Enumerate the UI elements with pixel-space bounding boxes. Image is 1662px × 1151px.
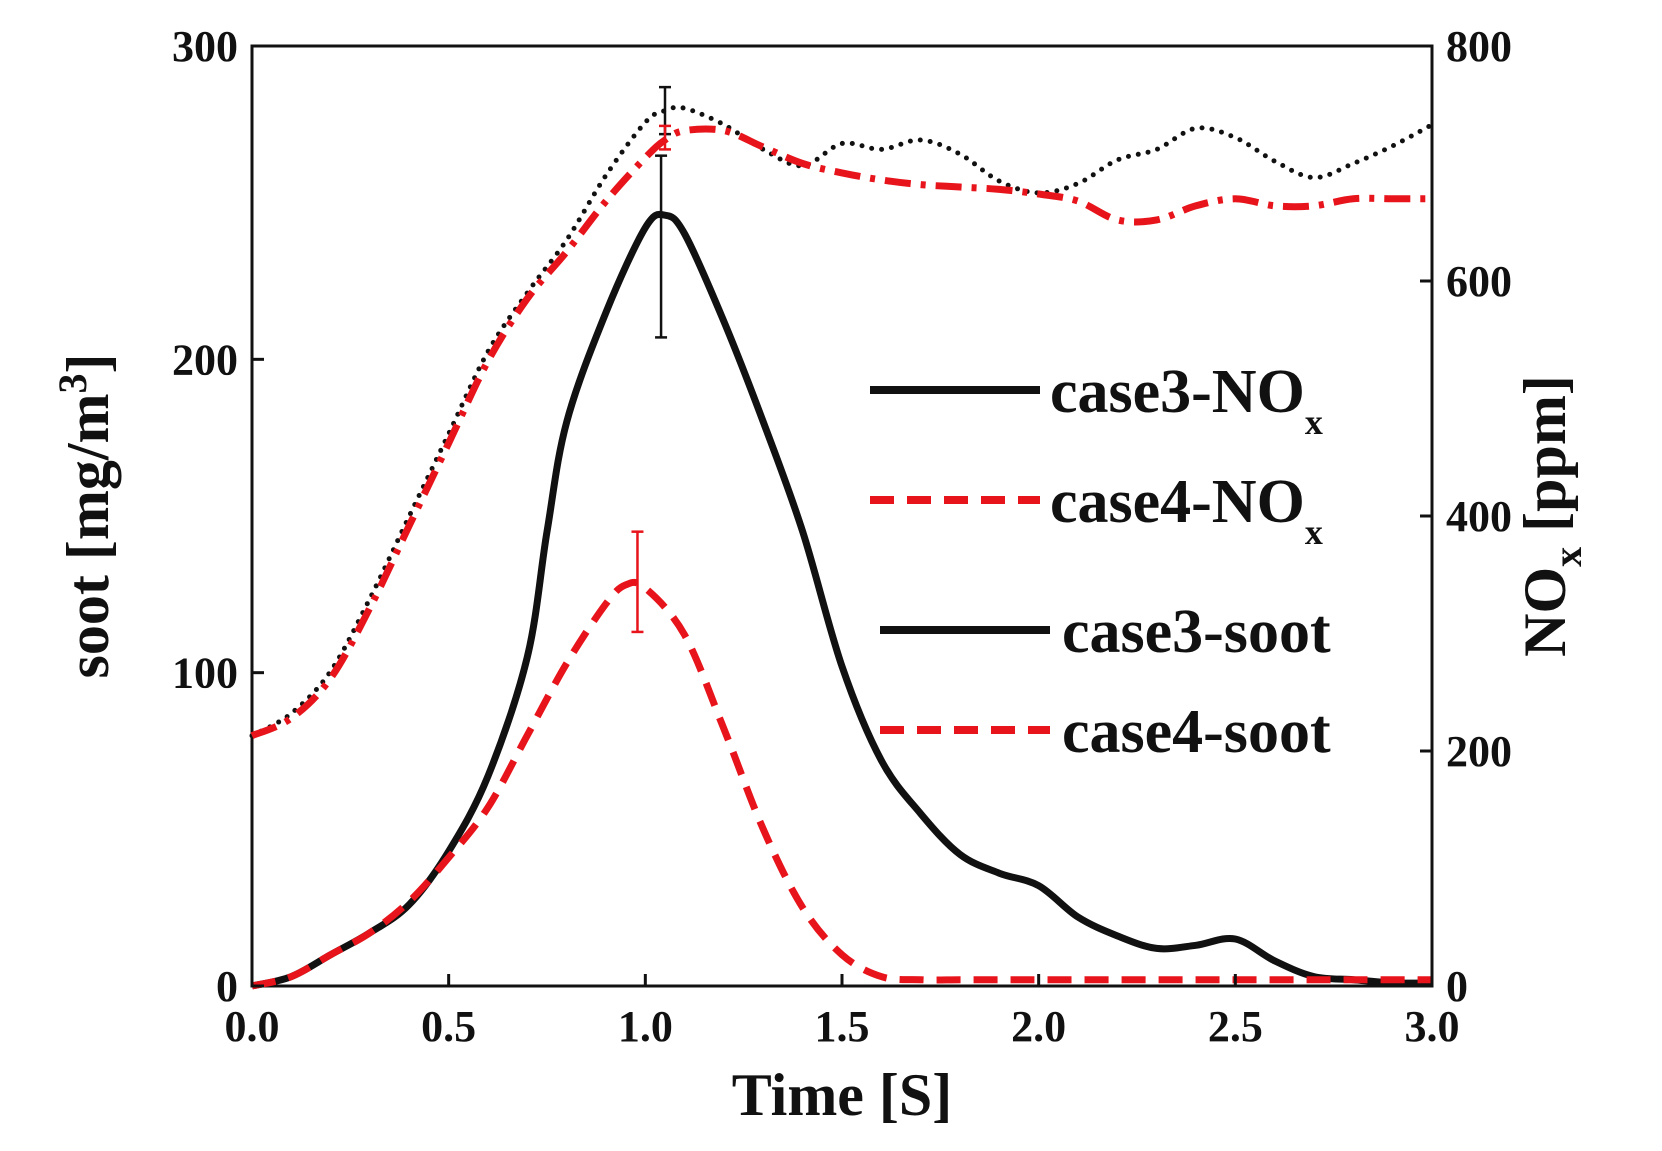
- y-right-axis-title: NOx [ppm]: [1512, 375, 1590, 657]
- legend-item: case4-soot: [880, 698, 1331, 766]
- y-left-tick-label: 0: [216, 962, 238, 1011]
- legend-label-sub: x: [1305, 402, 1323, 442]
- legend-label-base: case3-NO: [1050, 358, 1305, 426]
- y-left-axis-title: soot [mg/m3]: [50, 354, 121, 679]
- error-bar-case3-soot: [655, 154, 668, 339]
- y-right-tick-label: 600: [1446, 257, 1512, 306]
- series-case4-soot-line: [251, 578, 1432, 990]
- error-bar-case4-nox: [659, 124, 671, 151]
- legend-label: case3-NOx: [1050, 358, 1323, 442]
- legend-label: case4-NOx: [1050, 468, 1323, 552]
- series-case4-nox-line: [250, 125, 1432, 739]
- y-right-tick-label: 400: [1446, 492, 1512, 541]
- y-right-tick-label: 800: [1446, 22, 1512, 71]
- axis-ticks-layer: [250, 44, 1434, 988]
- legend-label-sub: x: [1305, 512, 1323, 552]
- error-bar-layer: [631, 85, 671, 634]
- legend-label-base: case3-soot: [1062, 598, 1331, 666]
- x-tick-label: 2.5: [1208, 1002, 1263, 1051]
- legend-item: case3-soot: [880, 598, 1331, 666]
- tick-labels-layer: 0.0 0.5 1.0 1.5 2.0 2.5 3.00100200300020040060…: [172, 22, 1512, 1051]
- error-bar-case4-soot: [631, 530, 644, 634]
- x-tick-label: 0.5: [421, 1002, 476, 1051]
- y-left-title-base: soot [mg/m: [55, 394, 121, 679]
- series-layer: [249, 104, 1435, 990]
- legend-label-base: case4-soot: [1062, 698, 1331, 766]
- legend-item: case4-NOx: [870, 468, 1323, 552]
- x-axis-title: Time [S]: [732, 1062, 953, 1128]
- x-tick-label: 0.0: [225, 1002, 280, 1051]
- y-left-tick-label: 200: [172, 335, 238, 384]
- series-case3-soot-line: [251, 210, 1433, 990]
- y-left-title-sup: 3: [50, 374, 95, 394]
- y-right-title-tail: [ppm]: [1512, 375, 1578, 547]
- x-tick-label: 3.0: [1405, 1002, 1460, 1051]
- y-right-title-base: NO: [1512, 567, 1578, 657]
- legend-label: case3-soot: [1062, 598, 1331, 666]
- legend-label: case4-soot: [1062, 698, 1331, 766]
- series-case3-nox-line: [249, 104, 1435, 739]
- y-right-tick-label: 200: [1446, 727, 1512, 776]
- y-right-tick-label: 0: [1446, 962, 1468, 1011]
- x-tick-label: 2.0: [1011, 1002, 1066, 1051]
- y-left-title-tail: ]: [55, 354, 121, 374]
- y-left-tick-label: 100: [172, 649, 238, 698]
- legend-label-base: case4-NO: [1050, 468, 1305, 536]
- x-tick-label: 1.5: [815, 1002, 870, 1051]
- legend-item: case3-NOx: [870, 358, 1323, 442]
- x-tick-label: 1.0: [618, 1002, 673, 1051]
- y-right-title-sub: x: [1545, 547, 1590, 567]
- y-left-tick-label: 300: [172, 22, 238, 71]
